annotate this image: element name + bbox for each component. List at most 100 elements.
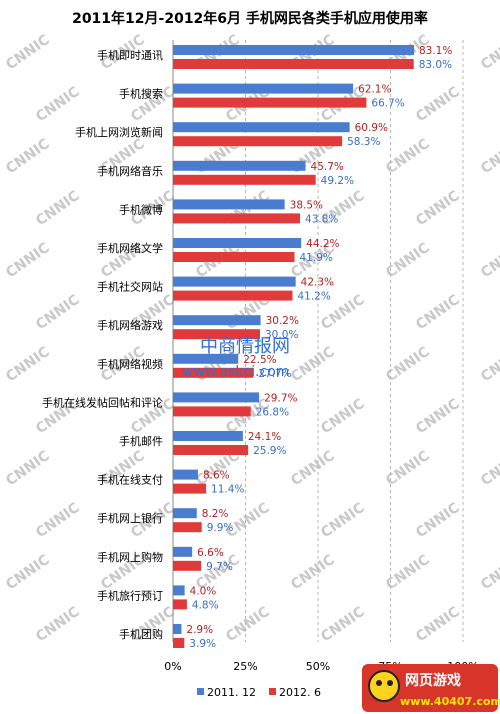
data-label: 45.7% — [311, 161, 344, 173]
watermark-text: CNNIC — [413, 292, 462, 333]
watermark-text: CNNIC — [3, 240, 52, 281]
data-label: 22.5% — [243, 354, 276, 366]
data-label: 30.0% — [265, 329, 298, 341]
site-watermark: 中商情报网 www.askci.com — [182, 336, 290, 380]
legend-label: 2011. 12 — [207, 686, 256, 699]
data-label: 25.9% — [253, 445, 286, 457]
category-label: 手机旅行预订 — [97, 588, 163, 602]
data-label: 11.4% — [211, 484, 244, 496]
bar — [173, 483, 207, 494]
data-label: 58.3% — [347, 136, 380, 148]
bar — [173, 252, 295, 262]
bar — [173, 59, 414, 69]
data-label: 43.8% — [305, 213, 338, 225]
watermark-text: CNNIC — [33, 604, 82, 645]
chart-title: 2011年12月-2012年6月 手机网民各类手机应用使用率 — [72, 10, 428, 27]
watermark-text: CNNIC — [33, 500, 82, 541]
bar-layer: 83.1% 83.0% 62.1% 66.7% 60.9% 58.3% 45.7% 49.2%… — [173, 45, 452, 650]
bar — [173, 508, 197, 519]
bar — [173, 97, 367, 108]
bar — [173, 329, 260, 340]
data-label: 49.2% — [321, 175, 354, 187]
watermark-text: CNNIC — [288, 448, 337, 489]
bar — [173, 585, 185, 596]
data-label: 8.2% — [202, 508, 229, 520]
data-label: 2.9% — [186, 624, 213, 636]
category-label: 手机上网浏览新闻 — [75, 125, 163, 139]
bar — [173, 83, 354, 94]
logo-mascot-icon — [368, 670, 400, 702]
watermark-text: CNNIC — [478, 136, 500, 177]
watermark-text: CNNIC — [478, 240, 500, 281]
bar — [173, 353, 239, 364]
category-label: 手机网上购物 — [97, 550, 163, 564]
bar — [173, 199, 285, 210]
bar — [173, 431, 243, 441]
data-label: 83.1% — [419, 45, 452, 57]
data-label: 6.6% — [197, 547, 224, 559]
data-label: 41.9% — [300, 252, 333, 264]
category-labels: 手机即时通讯手机搜索手机上网浏览新闻手机网络音乐手机微博手机网络文学手机社交网站… — [42, 48, 163, 641]
watermark-text: CNNIC — [223, 500, 272, 541]
watermark-text: CNNIC — [413, 396, 462, 437]
category-label: 手机团购 — [119, 627, 163, 641]
data-label: 9.7% — [206, 561, 233, 573]
data-label: 41.2% — [297, 291, 330, 303]
watermark-text: CNNIC — [478, 448, 500, 489]
data-label: 8.6% — [203, 470, 230, 482]
bar — [173, 276, 296, 287]
bar — [173, 238, 302, 248]
watermark-text: CNNIC — [223, 604, 272, 645]
data-label: 83.0% — [419, 59, 452, 71]
data-label: 42.3% — [301, 277, 334, 289]
bar — [173, 45, 414, 55]
gridlines — [245, 40, 464, 642]
bar — [173, 469, 198, 480]
data-label: 4.0% — [190, 585, 217, 597]
bar — [173, 174, 316, 185]
data-label: 3.9% — [189, 638, 216, 650]
bar — [173, 599, 187, 610]
watermark-text: CNNIC — [413, 188, 462, 229]
watermark-text: CNNIC — [478, 32, 500, 73]
watermark-text: CNNIC — [413, 604, 462, 645]
watermark-text: CNNIC — [318, 604, 367, 645]
game-logo: 网页游戏 www.40407.com — [362, 664, 500, 712]
legend-swatch — [197, 688, 204, 695]
logo-title: 网页游戏 — [405, 672, 461, 689]
data-label: 29.7% — [264, 392, 297, 404]
data-label: 26.8% — [256, 406, 289, 418]
bar — [173, 367, 254, 378]
category-label: 手机在线支付 — [97, 473, 163, 487]
watermark-text: CNNIC — [318, 500, 367, 541]
x-tick-label: 0% — [164, 660, 181, 673]
watermark-text: CNNIC — [288, 552, 337, 593]
category-label: 手机社交网站 — [97, 280, 163, 294]
bar — [173, 392, 260, 403]
bar — [173, 136, 343, 147]
bar — [173, 406, 251, 417]
site-name-text: 中商情报网 — [200, 336, 290, 357]
category-label: 手机网络文学 — [97, 241, 163, 255]
data-label: 9.9% — [207, 522, 234, 534]
category-label: 手机网络音乐 — [97, 164, 163, 178]
logo-url: www.40407.com — [400, 695, 500, 708]
site-url-text: www.askci.com — [182, 364, 289, 380]
logo-mascot-eye-icon — [376, 680, 382, 686]
watermark-text: CNNIC — [478, 344, 500, 385]
category-label: 手机即时通讯 — [97, 48, 163, 62]
watermark-text: CNNIC — [318, 396, 367, 437]
data-label: 44.2% — [306, 238, 339, 250]
category-label: 手机在线发帖回帖和评论 — [42, 395, 163, 409]
logo-mascot-eye-icon — [387, 680, 393, 686]
watermark-text: CNNIC — [413, 84, 462, 125]
bar — [173, 122, 350, 133]
bar — [173, 638, 185, 648]
watermark-text: CNNIC — [478, 552, 500, 593]
category-label: 手机微博 — [119, 202, 163, 216]
data-label: 62.1% — [358, 84, 391, 96]
category-label: 手机网络游戏 — [97, 318, 163, 332]
bar — [173, 624, 182, 634]
category-label: 手机搜索 — [119, 87, 163, 101]
